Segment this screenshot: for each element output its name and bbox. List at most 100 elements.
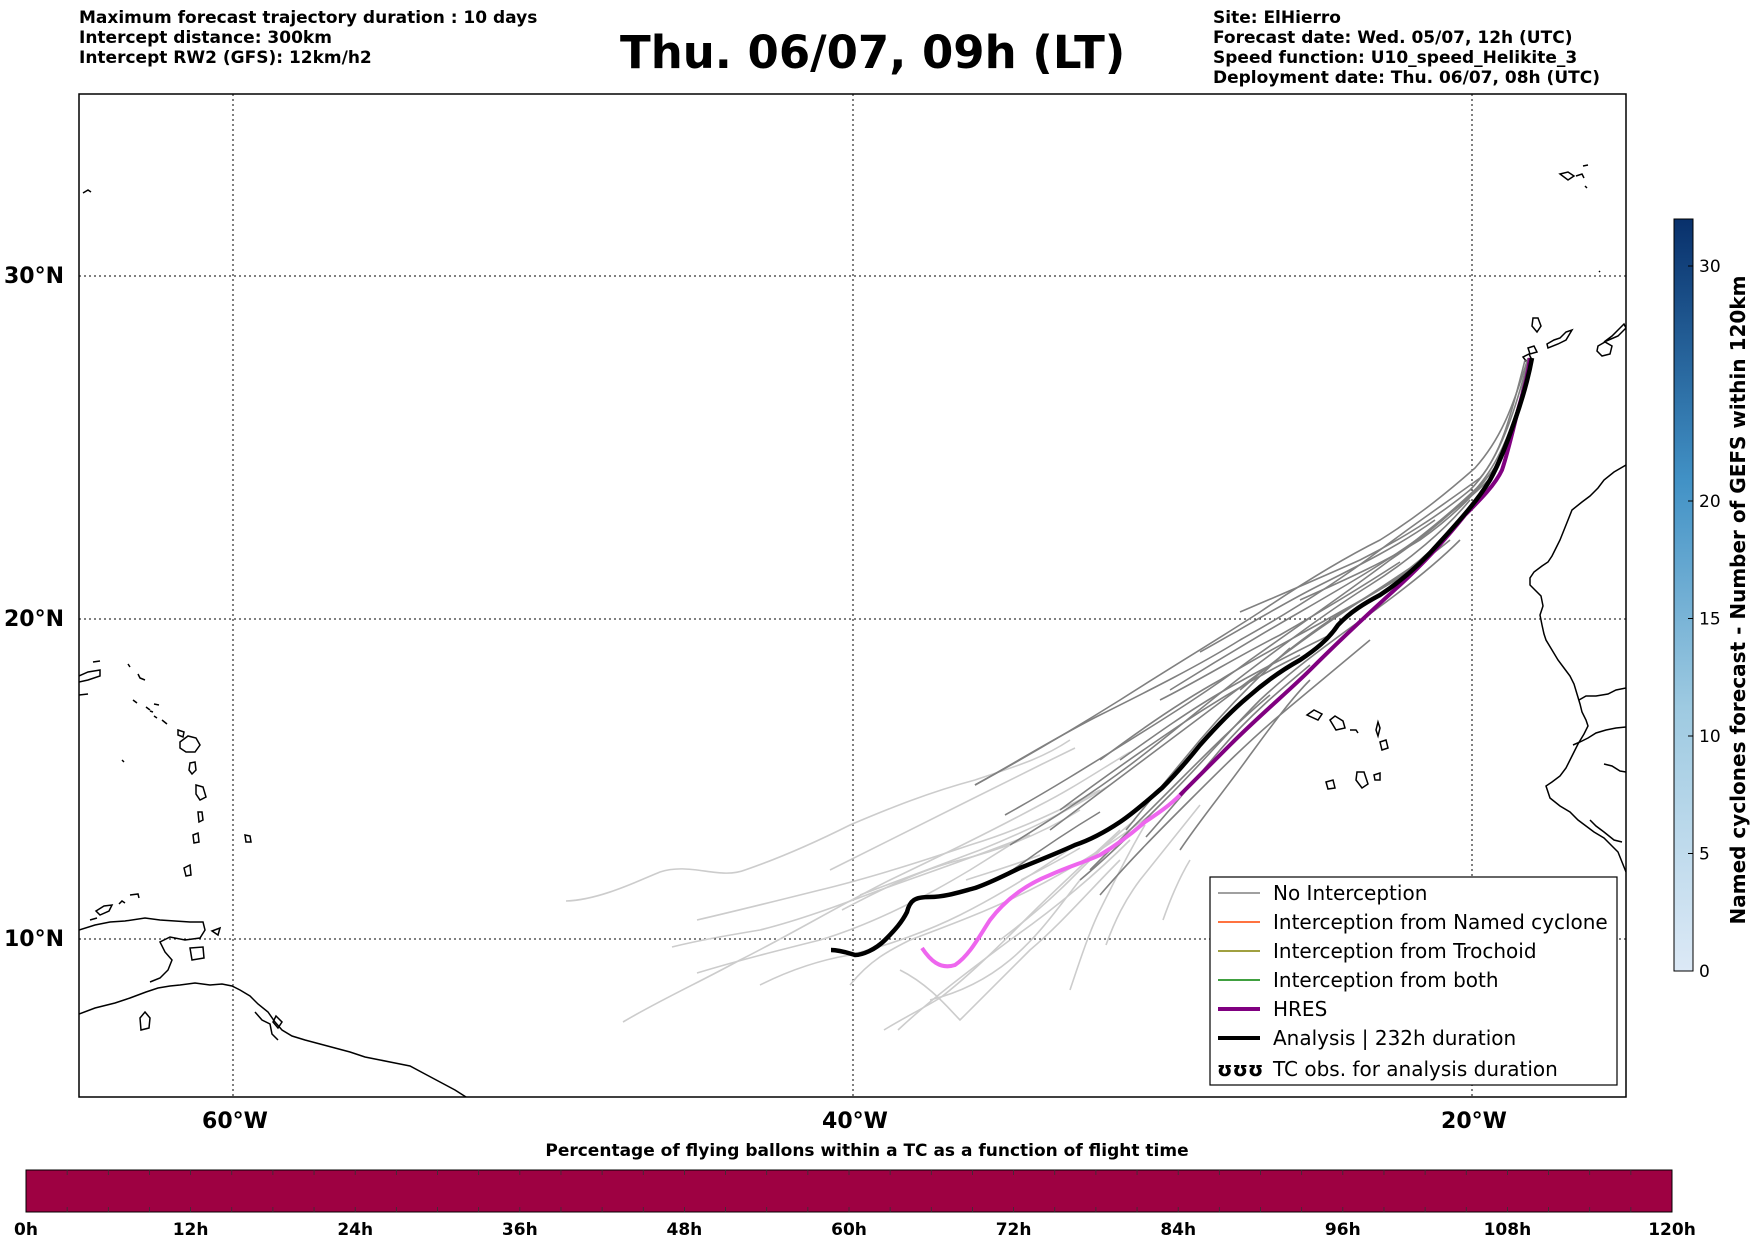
legend-label: TC obs. for analysis duration — [1272, 1057, 1558, 1081]
vi-islands — [79, 660, 101, 696]
faded-trajectory — [883, 829, 1121, 1031]
no-interception-trajectory — [1059, 654, 1301, 811]
cape-verde-fogo — [1325, 779, 1336, 790]
guadeloupe-island — [179, 735, 201, 753]
lon-label-20w: 20°W — [1441, 1109, 1507, 1134]
colorbar-label: Named cyclones forecast - Number of GEFS… — [1726, 276, 1750, 925]
cape-verde-boa-vista — [1379, 739, 1389, 751]
bottom-bar-tick-label: 48h — [667, 1220, 703, 1240]
header-line: Speed function: U10_speed_Helikite_3 — [1213, 48, 1578, 68]
bottom-bar-fill — [25, 1169, 1673, 1213]
colorbar-tick-label: 30 — [1699, 257, 1721, 277]
madeira-island — [1558, 164, 1589, 189]
legend-item-tc-obs: ʊʊʊ TC obs. for analysis duration — [1217, 1057, 1558, 1081]
faded-trajectory — [1162, 859, 1191, 921]
bottom-bar-tick-label: 108h — [1484, 1220, 1532, 1240]
header-right-info: Site: ElHierro Forecast date: Wed. 05/07… — [1213, 8, 1600, 88]
faded-trajectory — [899, 859, 1121, 1022]
paria-peninsula — [79, 917, 206, 983]
bottom-percentage-bar: Percentage of flying ballons within a TC… — [14, 1141, 1696, 1240]
africa-coast — [1529, 464, 1626, 873]
lat-label-30: 30°N — [4, 264, 64, 289]
page-title: Thu. 06/07, 09h (LT) — [620, 26, 1126, 79]
legend-label: Interception from Trochoid — [1273, 939, 1537, 963]
canary-tenerife-gomera — [1527, 328, 1574, 355]
antilles-dots — [127, 663, 168, 725]
faded-trajectory — [696, 789, 1101, 921]
legend-label: Interception from Named cyclone — [1273, 910, 1608, 934]
legend-item-trochoid: Interception from Trochoid — [1218, 939, 1537, 963]
lat-label-10: 10°N — [4, 927, 64, 952]
faded-trajectory — [565, 739, 1071, 902]
martinique-island — [195, 784, 207, 801]
bottom-bar-tick-label: 36h — [502, 1220, 538, 1240]
colorbar-tick-label: 0 — [1699, 962, 1710, 982]
grenada-island — [183, 863, 192, 877]
canary-fuerteventura — [1603, 322, 1626, 343]
header-line: Intercept RW2 (GFS): 12km/h2 — [79, 48, 372, 68]
abc-islands — [89, 900, 126, 921]
legend-label: No Interception — [1273, 881, 1427, 905]
legend-label: Analysis | 232h duration — [1273, 1026, 1516, 1050]
coastlines — [79, 164, 1626, 1097]
top-left-fragment — [82, 189, 92, 194]
header-line: Intercept distance: 300km — [79, 28, 332, 48]
colorbar-tick-label: 10 — [1699, 727, 1721, 747]
barbados-island — [244, 834, 252, 843]
cape-verde-sao-vicente — [1329, 715, 1346, 731]
no-interception-trajectory — [1009, 811, 1101, 873]
cape-verde-santo-antao — [1305, 709, 1324, 721]
faded-trajectory — [999, 819, 1136, 941]
bottom-bar-tick-label: 60h — [831, 1220, 867, 1240]
bottom-bar-tick-label: 120h — [1648, 1220, 1696, 1240]
south-america-coast — [79, 982, 467, 1097]
trinidad-island — [189, 946, 205, 961]
bottom-bar-ticks: 0h 12h 24h 36h 48h 60h 72h 84h 96h 108h 120h — [14, 1220, 1696, 1240]
lat-label-20: 20°N — [4, 607, 64, 632]
no-interception-trajectory — [1099, 539, 1451, 761]
faded-trajectory — [1020, 847, 1081, 881]
faded-trajectory — [1105, 804, 1201, 946]
colorbar-ticks: 0 5 10 15 20 30 — [1688, 257, 1721, 982]
bottom-bar-title: Percentage of flying ballons within a TC… — [545, 1141, 1188, 1161]
header-line: Forecast date: Wed. 05/07, 12h (UTC) — [1213, 28, 1573, 48]
legend-item-named-cyclone: Interception from Named cyclone — [1218, 910, 1608, 934]
tobago-island — [210, 926, 222, 937]
bottom-bar-tick-label: 0h — [14, 1220, 38, 1240]
header-left-info: Maximum forecast trajectory duration : 1… — [79, 8, 537, 68]
no-interception-trajectory — [1099, 639, 1371, 896]
faded-trajectory — [897, 839, 1131, 1031]
colorbar-tick-label: 5 — [1699, 845, 1710, 865]
orinoco-delta — [254, 1011, 279, 1041]
bottom-bar-tick-label: 24h — [337, 1220, 373, 1240]
legend-label: Interception from both — [1273, 968, 1499, 992]
legend-item-no-interception: No Interception — [1218, 881, 1427, 905]
faded-trajectory — [829, 747, 1076, 871]
no-interception-trajectory — [1119, 634, 1331, 761]
no-interception-trajectory — [1159, 561, 1401, 701]
cape-verde-sao-nicolau — [1350, 729, 1359, 734]
antigua-island — [177, 728, 185, 739]
no-interception-trajectory — [974, 357, 1529, 786]
faded-trajectory — [965, 854, 1041, 881]
bottom-bar-segments — [66, 1170, 1632, 1212]
hres-trajectory-faded — [920, 793, 1182, 969]
bottom-bar-tick-label: 96h — [1325, 1220, 1361, 1240]
no-interception-trajectory — [1199, 519, 1436, 653]
aves-island — [121, 759, 125, 763]
lon-label-60w: 60°W — [202, 1109, 268, 1134]
cape-verde-sal — [1375, 719, 1381, 739]
africa-coast-detail — [1572, 687, 1626, 843]
analysis-trajectory — [830, 357, 1535, 958]
colorbar-tick-label: 15 — [1699, 610, 1721, 630]
colorbar-gradient — [1673, 218, 1694, 972]
bottom-bar-tick-label: 12h — [173, 1220, 209, 1240]
header-line: Maximum forecast trajectory duration : 1… — [79, 8, 538, 28]
legend-box — [1209, 876, 1618, 1086]
selvagens-dot — [1598, 270, 1601, 273]
legend-label: HRES — [1273, 997, 1327, 1021]
colorbar-tick-label: 20 — [1699, 492, 1721, 512]
tc-symbol-icon: ʊʊʊ — [1217, 1057, 1263, 1081]
cape-verde-santiago — [1355, 771, 1369, 790]
